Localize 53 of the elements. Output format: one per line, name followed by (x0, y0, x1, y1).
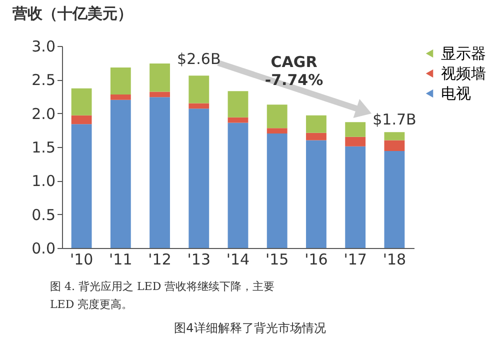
y-tick-label: 3.0 (32, 38, 56, 56)
bar (110, 94, 131, 100)
bar (384, 140, 405, 152)
bar (228, 117, 248, 123)
caption: 图 4. 背光应用之 LED 营收将继续下降，主要 (50, 279, 275, 294)
bar (306, 140, 326, 248)
legend-label: 视频墙 (441, 64, 486, 82)
bar (150, 64, 170, 92)
bar (188, 76, 210, 104)
bar (110, 100, 131, 248)
bar (384, 132, 405, 140)
bar (71, 115, 92, 124)
bar (384, 151, 405, 248)
x-tick-label: '13 (187, 250, 210, 268)
bar (266, 128, 288, 134)
y-axis-title: 营收（十亿美元） (12, 4, 132, 22)
y-tick-label: 1.0 (32, 172, 56, 190)
bar (345, 136, 366, 146)
annotation: $1.7B (372, 110, 416, 129)
bar (110, 68, 131, 94)
annotation: $2.6B (177, 50, 221, 68)
y-tick-label: 2.0 (32, 104, 56, 123)
legend-label: 显示器 (441, 44, 486, 62)
x-tick-label: '17 (344, 250, 367, 268)
caption: 图4详细解释了背光市场情况 (173, 320, 327, 337)
bar (306, 115, 326, 133)
bar (188, 103, 210, 109)
bar (266, 104, 288, 128)
x-tick-label: '16 (304, 250, 328, 268)
bar (306, 132, 326, 140)
bar (150, 97, 170, 248)
y-tick-label: 0.0 (32, 240, 56, 258)
x-tick-label: '15 (266, 250, 289, 268)
y-tick-label: 1.5 (32, 138, 56, 156)
legend-label: 电视 (441, 84, 471, 102)
bar (345, 146, 366, 248)
bar (71, 88, 92, 116)
bar (188, 108, 210, 248)
bar (71, 124, 92, 248)
x-tick-label: '12 (148, 250, 172, 268)
x-tick-label: '14 (226, 250, 250, 268)
bar (150, 92, 170, 98)
text: LED 亮度更高。 (50, 297, 133, 312)
x-tick-label: '18 (382, 250, 406, 268)
x-tick-label: '10 (70, 250, 94, 268)
bar (266, 134, 288, 248)
y-tick-label: 0.5 (32, 206, 56, 224)
y-tick-label: 2.5 (32, 71, 56, 90)
x-tick-label: '11 (109, 250, 132, 268)
annotation: CAGR -7.74% (264, 53, 324, 89)
bar (228, 91, 248, 118)
bar (228, 122, 248, 248)
bar (345, 122, 366, 137)
